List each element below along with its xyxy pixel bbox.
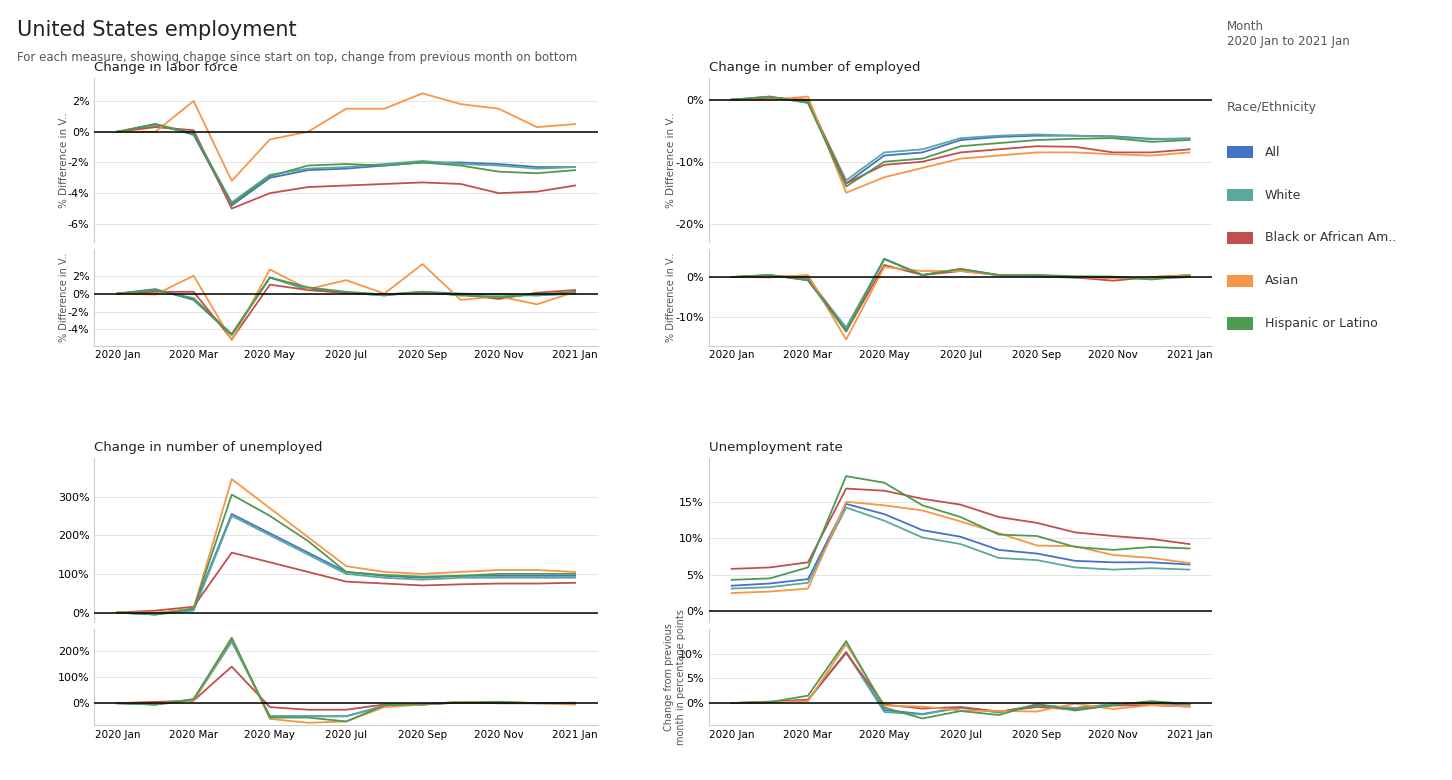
- Text: Black or African Am..: Black or African Am..: [1265, 232, 1395, 244]
- Text: Month
2020 Jan to 2021 Jan: Month 2020 Jan to 2021 Jan: [1227, 20, 1350, 48]
- Text: United States employment: United States employment: [17, 20, 298, 40]
- Text: Change in number of unemployed: Change in number of unemployed: [94, 441, 322, 454]
- Text: Hispanic or Latino: Hispanic or Latino: [1265, 317, 1378, 330]
- Text: White: White: [1265, 189, 1301, 201]
- Y-axis label: % Difference in V..: % Difference in V..: [666, 253, 677, 342]
- Y-axis label: Change from previous
month in percentage points: Change from previous month in percentage…: [665, 609, 685, 745]
- Text: Unemployment rate: Unemployment rate: [709, 441, 842, 454]
- Text: For each measure, showing change since start on top, change from previous month : For each measure, showing change since s…: [17, 51, 578, 64]
- Y-axis label: % Difference in V..: % Difference in V..: [58, 253, 68, 342]
- Text: All: All: [1265, 146, 1281, 158]
- Text: Asian: Asian: [1265, 275, 1300, 287]
- Y-axis label: % Difference in V..: % Difference in V..: [58, 112, 68, 208]
- Text: Change in labor force: Change in labor force: [94, 61, 238, 74]
- Y-axis label: % Difference in V..: % Difference in V..: [666, 112, 677, 208]
- Text: Change in number of employed: Change in number of employed: [709, 61, 921, 74]
- Text: Race/Ethnicity: Race/Ethnicity: [1227, 101, 1317, 115]
